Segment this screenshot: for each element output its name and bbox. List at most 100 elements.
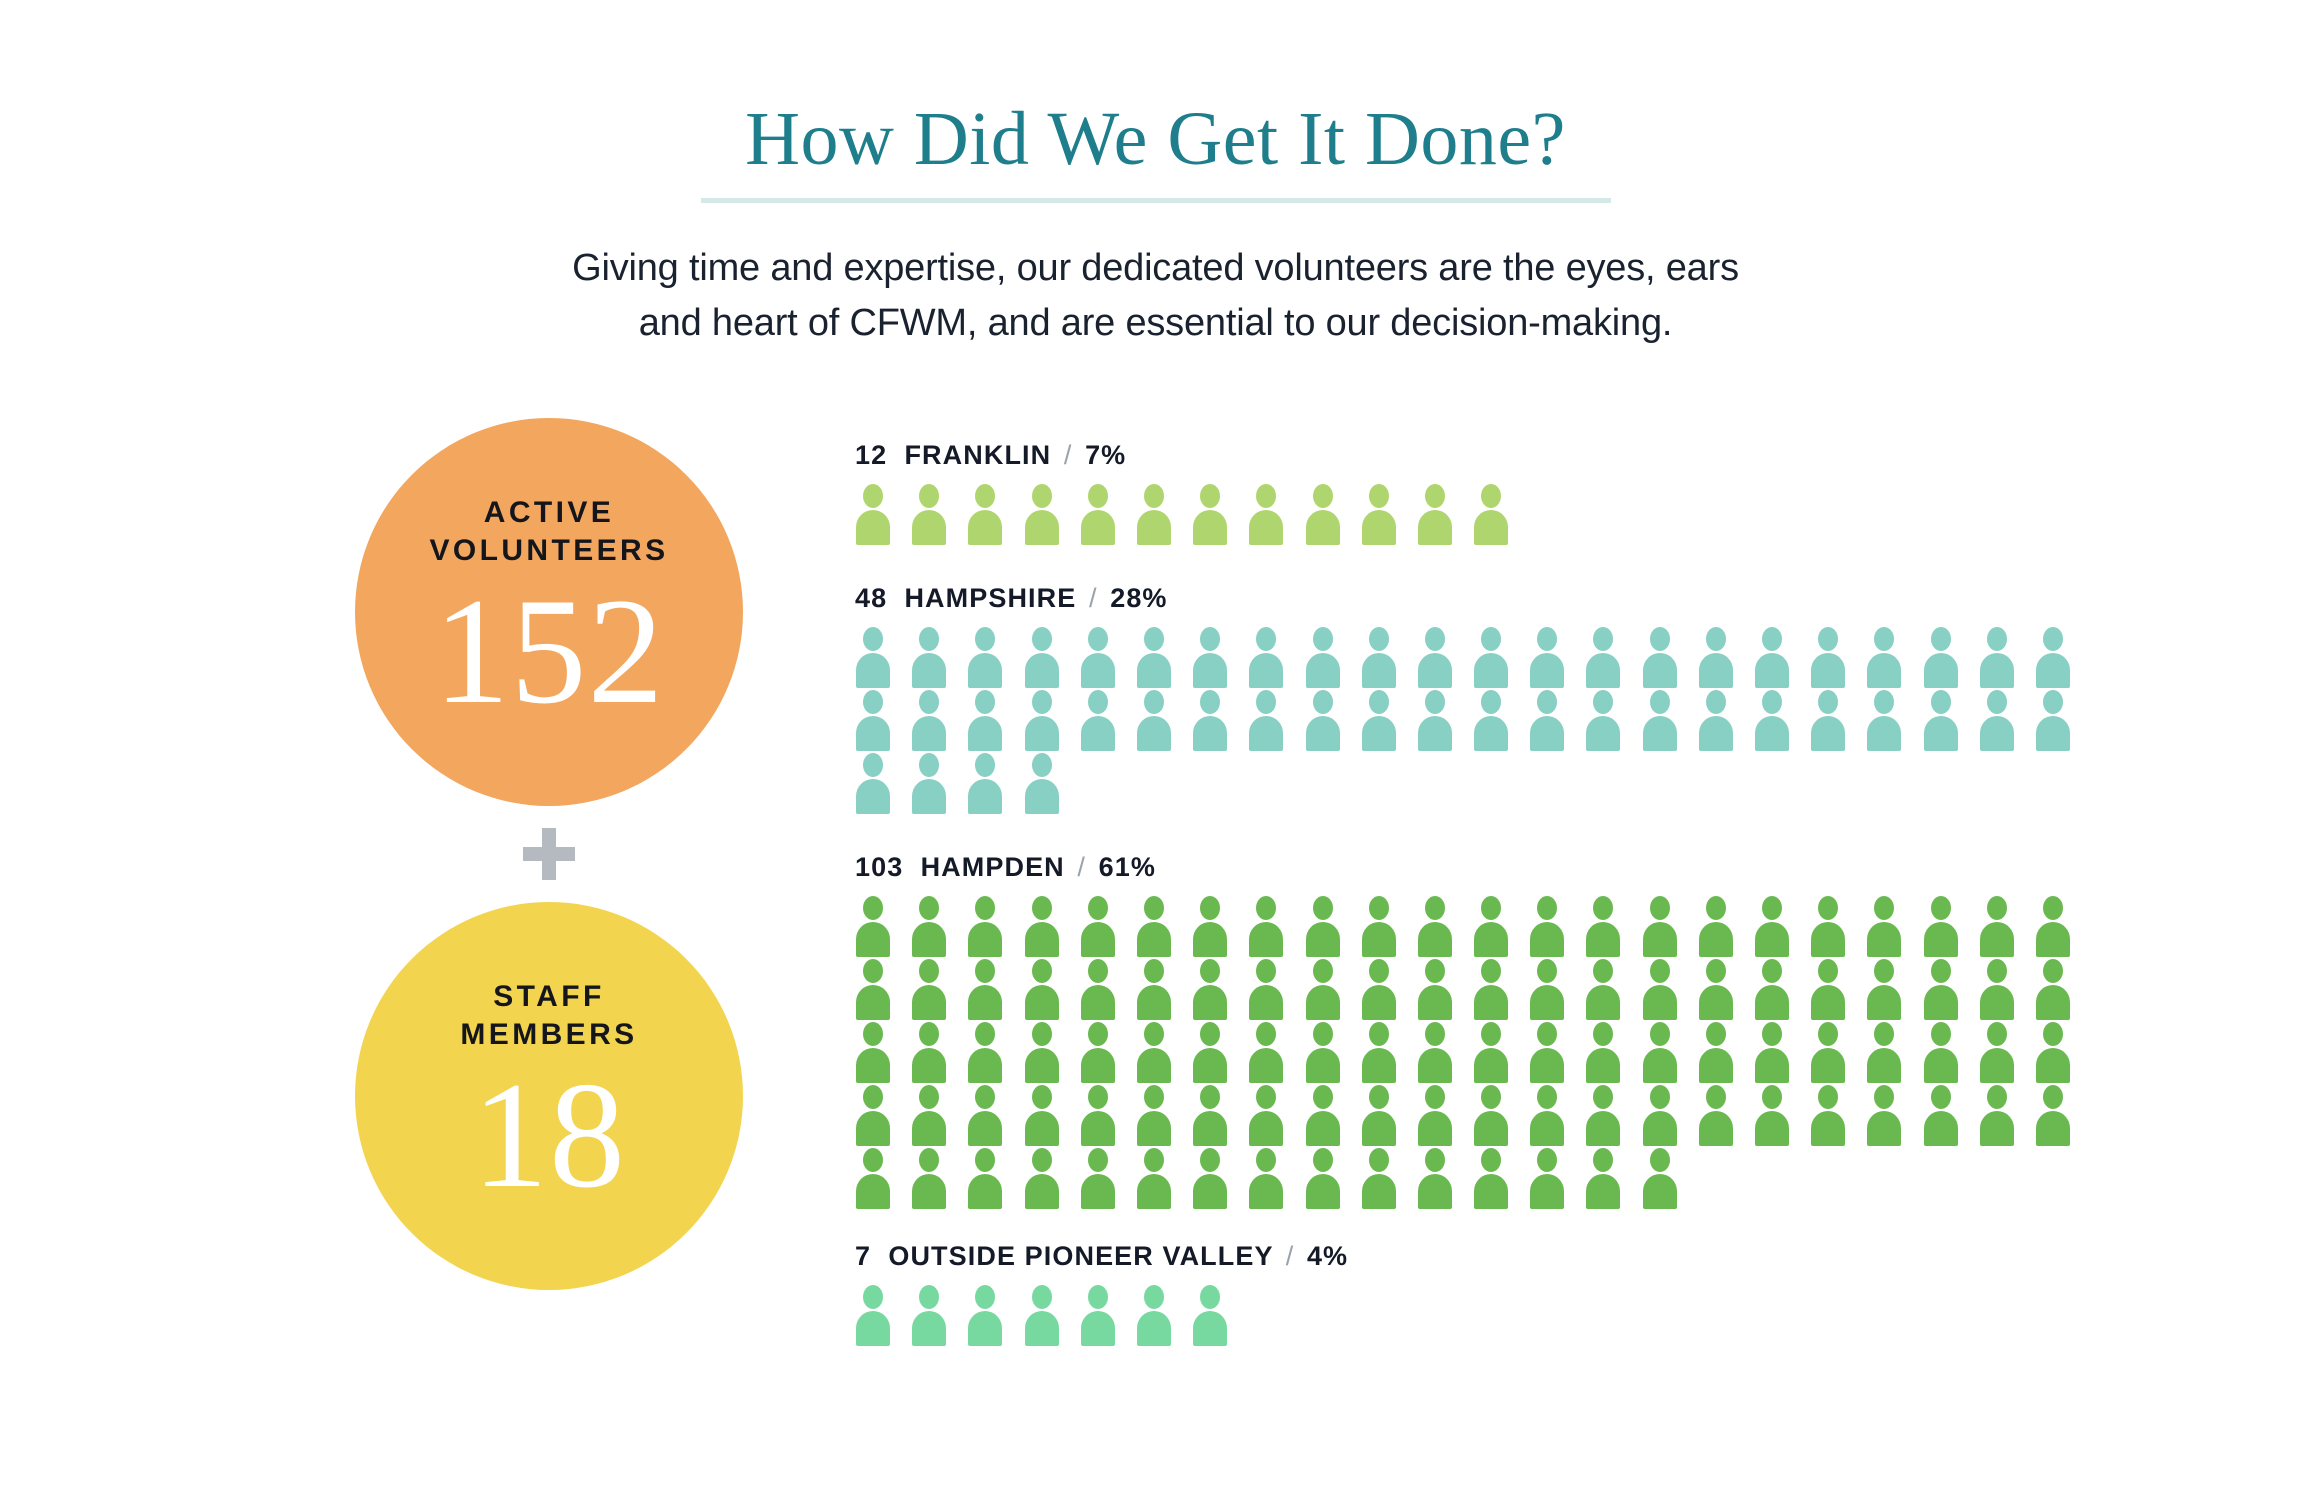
person-icon <box>1698 896 1754 959</box>
person-icon <box>1754 690 1810 753</box>
person-icon-body <box>968 1111 1003 1146</box>
group-name: OUTSIDE PIONEER VALLEY <box>888 1241 1274 1271</box>
person-icon-body <box>1136 1048 1171 1083</box>
person-icon <box>1361 1022 1417 1085</box>
person-icon <box>1698 1022 1754 1085</box>
page-title: How Did We Get It Done? <box>745 97 1566 181</box>
person-icon-body <box>1867 1111 1902 1146</box>
person-icon-head <box>1200 959 1221 983</box>
person-icon-head <box>1537 896 1558 920</box>
pictogram-heading-hampden: 103 HAMPDEN / 61% <box>855 852 2235 882</box>
person-icon-body <box>1811 653 1846 688</box>
person-icon-head <box>863 1285 883 1309</box>
person-icon-body <box>1923 985 1958 1020</box>
person-icon-body <box>856 653 890 688</box>
group-count: 48 <box>855 583 888 613</box>
person-icon-body <box>1867 653 1902 688</box>
person-icon <box>1305 1148 1361 1211</box>
person-icon-head <box>1649 896 1670 920</box>
group-spacer <box>855 547 2235 583</box>
stat-value-active-volunteers: 152 <box>433 567 665 735</box>
person-icon-body <box>1530 1048 1565 1083</box>
person-icon-head <box>1031 753 1052 777</box>
person-icon-head <box>1481 690 1502 714</box>
person-icon <box>1080 1285 1136 1348</box>
plus-icon <box>355 806 743 902</box>
person-icon <box>967 1285 1023 1348</box>
person-icon-body <box>1474 716 1509 751</box>
person-icon-head <box>1143 690 1164 714</box>
person-icon-body <box>1979 653 2014 688</box>
person-icon-head <box>1705 627 1726 651</box>
person-icon-body <box>1361 716 1396 751</box>
person-icon-body <box>1923 716 1958 751</box>
group-separator: / <box>1088 583 1098 613</box>
person-icon-body <box>856 1311 890 1346</box>
pictogram-heading-franklin: 12 FRANKLIN / 7% <box>855 440 2235 470</box>
person-icon <box>2035 1085 2091 1148</box>
person-icon <box>1923 896 1979 959</box>
person-icon-body <box>1305 985 1340 1020</box>
person-icon-body <box>1024 985 1059 1020</box>
person-icon <box>1305 627 1361 690</box>
person-icon-body <box>1305 510 1340 545</box>
person-icon-head <box>1481 1148 1502 1172</box>
person-icon-head <box>1424 690 1445 714</box>
person-icon <box>1923 1022 1979 1085</box>
person-icon-head <box>1986 1022 2007 1046</box>
person-icon <box>1417 1148 1473 1211</box>
person-icon-body <box>1193 653 1228 688</box>
person-icon-body <box>856 1174 890 1209</box>
person-icon <box>1979 1085 2035 1148</box>
person-icon-head <box>919 959 940 983</box>
person-icon <box>1585 1022 1641 1085</box>
person-icon-head <box>1368 1085 1389 1109</box>
person-icon-body <box>1305 1174 1340 1209</box>
person-icon-head <box>1537 959 1558 983</box>
person-icon-head <box>1087 1085 1108 1109</box>
person-icon <box>1810 959 1866 1022</box>
person-icon <box>1417 627 1473 690</box>
stats-column: ACTIVE VOLUNTEERS 152 STAFF MEMBERS 18 <box>355 418 745 1290</box>
person-icon-head <box>2042 690 2063 714</box>
person-icon-head <box>1031 1285 1052 1309</box>
person-icon-head <box>1874 627 1895 651</box>
person-icon-head <box>1593 627 1614 651</box>
person-icon-head <box>1312 896 1333 920</box>
person-icon <box>1080 1148 1136 1211</box>
person-icon-body <box>1867 922 1902 957</box>
person-icon <box>1473 627 1529 690</box>
person-icon <box>1866 1022 1922 1085</box>
person-icon-head <box>1031 690 1052 714</box>
person-icon-head <box>1143 1285 1164 1309</box>
person-icon-head <box>1874 1085 1895 1109</box>
person-icon-body <box>1755 653 1789 688</box>
person-icon-body <box>1024 1048 1059 1083</box>
person-icon-body <box>1305 653 1340 688</box>
person-icon-head <box>1649 690 1670 714</box>
person-icon-head <box>1930 959 1951 983</box>
person-icon-head <box>1649 627 1670 651</box>
person-icon <box>1979 896 2035 959</box>
header: How Did We Get It Done? Giving time and … <box>0 96 2311 351</box>
person-icon-body <box>1024 1174 1059 1209</box>
person-icon-body <box>1811 1111 1846 1146</box>
person-icon <box>911 959 967 1022</box>
pictogram-column: 12 FRANKLIN / 7% 48 HAMPSHIRE / 28% 103 … <box>855 440 2235 1348</box>
person-icon-body <box>1474 1111 1509 1146</box>
person-icon-body <box>1417 716 1452 751</box>
title-underline-rule <box>700 198 1611 203</box>
person-icon <box>1192 1022 1248 1085</box>
person-icon-body <box>912 716 947 751</box>
person-icon-head <box>1312 627 1333 651</box>
person-icon <box>1810 627 1866 690</box>
person-icon <box>855 690 911 753</box>
person-icon-body <box>1642 985 1677 1020</box>
person-icon-head <box>1424 484 1445 508</box>
person-icon <box>1866 627 1922 690</box>
plus-icon-vertical-bar <box>542 828 556 880</box>
person-icon <box>1136 959 1192 1022</box>
person-icon-head <box>1256 1022 1277 1046</box>
person-icon-head <box>1087 1148 1108 1172</box>
person-icon-body <box>1530 653 1565 688</box>
